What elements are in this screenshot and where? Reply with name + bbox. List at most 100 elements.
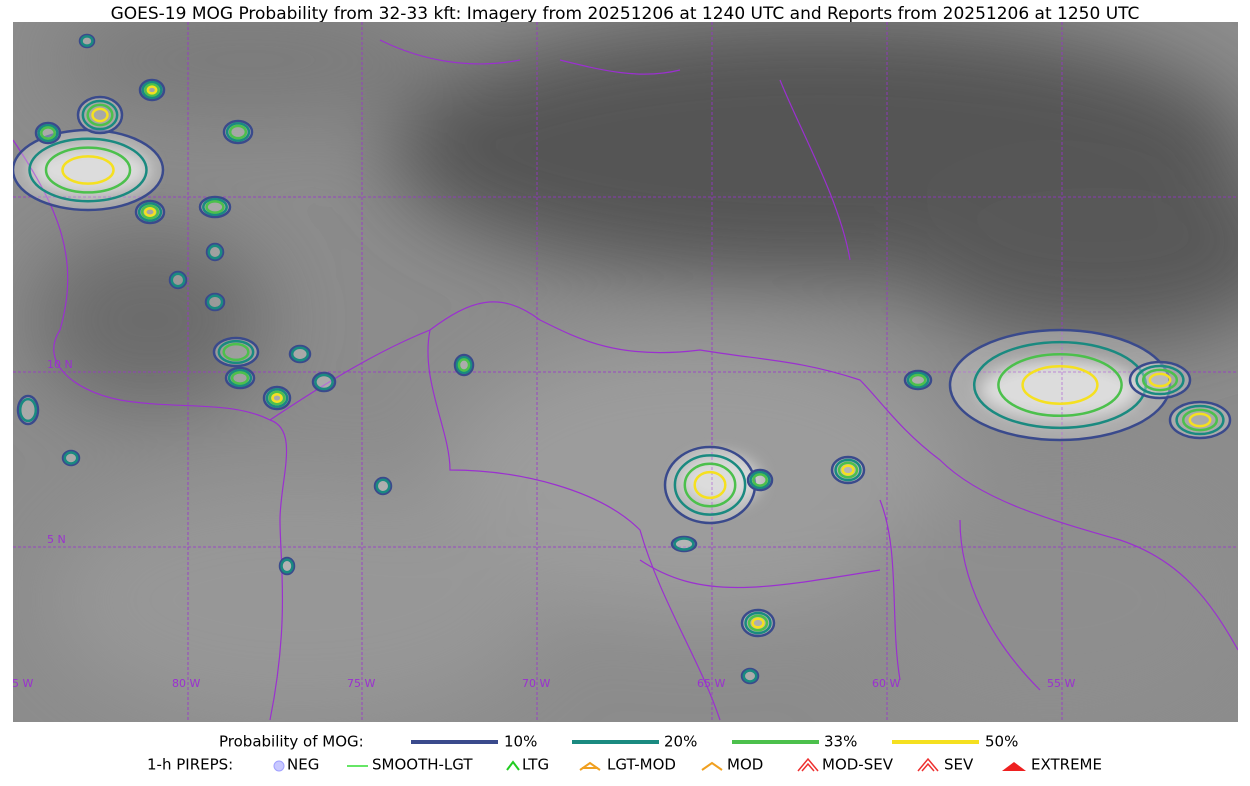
- contour: [455, 355, 473, 375]
- contour: [909, 373, 927, 387]
- contour: [18, 397, 38, 423]
- contour: [143, 207, 157, 217]
- contour: [80, 35, 94, 47]
- contour: [1148, 372, 1172, 388]
- contour: [837, 461, 859, 479]
- contour: [1021, 365, 1099, 405]
- contour: [841, 464, 855, 476]
- contour: [86, 103, 114, 127]
- legend-entry: 50%: [985, 733, 1018, 751]
- contour: [1175, 404, 1225, 436]
- contour: [314, 373, 334, 391]
- legend-entry: NEG: [287, 756, 319, 774]
- contour: [141, 80, 163, 100]
- contour: [230, 371, 250, 385]
- longitude-label: 75 W: [347, 677, 375, 690]
- longitude-label: 80 W: [172, 677, 200, 690]
- contour: [693, 470, 727, 500]
- legend-icon: [917, 757, 939, 772]
- contour: [205, 200, 225, 214]
- legend-icon: [273, 760, 285, 772]
- contour: [1168, 400, 1232, 440]
- legend-entry: 33%: [824, 733, 857, 751]
- legend-icon: [506, 760, 520, 771]
- contour: [752, 473, 768, 487]
- contour: [744, 611, 772, 635]
- contour: [1128, 360, 1192, 400]
- longitude-label: 55 W: [1047, 677, 1075, 690]
- contour: [137, 202, 163, 222]
- mog-contours: [13, 33, 1232, 685]
- contour: [207, 244, 223, 260]
- contour: [834, 458, 862, 482]
- contour: [81, 99, 119, 131]
- contour: [217, 339, 255, 365]
- contour: [1181, 408, 1219, 432]
- contour: [227, 368, 253, 388]
- contour: [206, 294, 224, 310]
- legend-icon: [701, 761, 723, 771]
- contour: [222, 342, 250, 362]
- contour: [63, 451, 79, 465]
- legend-entry: 20%: [664, 733, 697, 751]
- contour: [906, 371, 930, 389]
- legend-entry: SEV: [944, 756, 974, 774]
- contour: [271, 393, 283, 403]
- contour: [202, 197, 228, 217]
- contour: [268, 390, 286, 406]
- contour: [37, 123, 59, 143]
- contour: [28, 137, 148, 203]
- contour: [40, 126, 56, 140]
- latitude-label: 5 N: [47, 533, 66, 546]
- satellite-map: 85 W 80 W 75 W 70 W 65 W 60 W 55 W 10 N …: [5, 22, 1238, 722]
- contour: [144, 83, 160, 97]
- legend-label: Probability of MOG:: [219, 733, 364, 751]
- contour: [1135, 364, 1185, 396]
- contour: [747, 614, 769, 632]
- contour: [673, 537, 695, 551]
- legend-entry: 10%: [504, 733, 537, 751]
- legend-entry: MOD-SEV: [822, 756, 894, 774]
- contour: [76, 95, 124, 135]
- longitude-label: 65 W: [697, 677, 725, 690]
- contour: [683, 462, 737, 508]
- contour: [290, 346, 310, 362]
- contour: [1188, 412, 1212, 428]
- contour: [91, 107, 109, 123]
- map-title: GOES-19 MOG Probability from 32-33 kft: …: [111, 4, 1140, 24]
- contour: [265, 388, 289, 408]
- contour: [375, 478, 391, 494]
- contour: [170, 272, 186, 288]
- contour: [280, 558, 294, 574]
- contour: [997, 352, 1123, 418]
- legend-entry: MOD: [727, 756, 763, 774]
- contour: [228, 124, 248, 140]
- longitude-label: 60 W: [872, 677, 900, 690]
- legend-entry: LTG: [522, 756, 549, 774]
- contour: [742, 669, 758, 683]
- legend-icon: [797, 757, 819, 772]
- contour: [146, 85, 158, 95]
- contour: [1141, 368, 1179, 392]
- contour: [61, 155, 115, 185]
- contour: [13, 128, 165, 212]
- legend-entry: SMOOTH-LGT: [372, 756, 473, 774]
- legend-entry: EXTREME: [1031, 756, 1102, 774]
- longitude-label: 85 W: [5, 677, 33, 690]
- contour: [948, 328, 1172, 442]
- legend-icon: [1002, 762, 1026, 771]
- coastlines: [13, 39, 1238, 721]
- contour: [140, 204, 160, 220]
- legend-icon: [579, 761, 601, 771]
- contour: [44, 146, 132, 194]
- contour: [663, 445, 757, 525]
- contour: [225, 122, 251, 142]
- longitude-label: 70 W: [522, 677, 550, 690]
- legend-label: 1-h PIREPS:: [147, 756, 233, 774]
- contour: [457, 358, 471, 372]
- legend-entry: LGT-MOD: [607, 756, 676, 774]
- legend: Probability of MOG: 10% 20% 33% 50% 1-h …: [147, 733, 1102, 774]
- latitude-label: 10 N: [47, 358, 73, 371]
- contour: [749, 470, 771, 490]
